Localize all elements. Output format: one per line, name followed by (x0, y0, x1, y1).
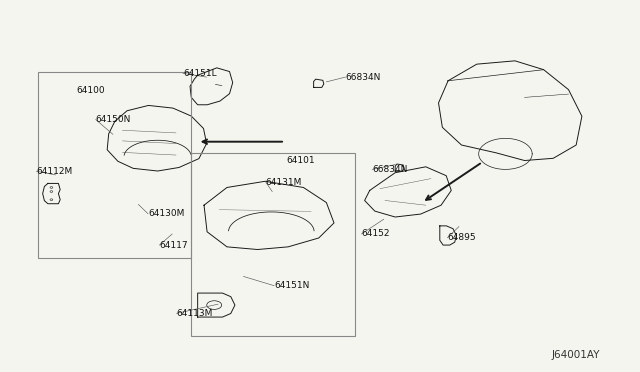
Text: 64151N: 64151N (274, 281, 310, 290)
Text: 64895: 64895 (447, 233, 476, 242)
Text: 66834N: 66834N (372, 165, 408, 174)
Text: 64100: 64100 (77, 86, 105, 94)
Text: 64152: 64152 (362, 230, 390, 238)
Text: J64001AY: J64001AY (552, 350, 600, 359)
Text: 64151L: 64151L (183, 69, 216, 78)
Text: 66834N: 66834N (346, 73, 381, 81)
Text: 64113M: 64113M (177, 309, 213, 318)
Bar (191, 153, 355, 336)
Bar (38, 71, 191, 258)
Text: 64150N: 64150N (96, 115, 131, 124)
Text: 64101: 64101 (287, 155, 316, 165)
Text: 64130M: 64130M (148, 209, 184, 218)
Text: 64112M: 64112M (36, 167, 73, 176)
Text: 64117: 64117 (159, 241, 188, 250)
Text: 64131M: 64131M (266, 178, 302, 187)
